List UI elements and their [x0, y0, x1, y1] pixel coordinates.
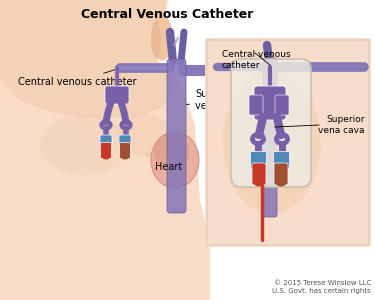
Ellipse shape	[154, 132, 189, 172]
Ellipse shape	[151, 21, 161, 59]
Ellipse shape	[223, 71, 320, 214]
Ellipse shape	[146, 153, 150, 157]
Ellipse shape	[276, 179, 286, 187]
FancyBboxPatch shape	[273, 152, 290, 169]
Text: Central venous
catheter: Central venous catheter	[222, 50, 291, 70]
FancyBboxPatch shape	[231, 59, 311, 187]
Polygon shape	[0, 205, 85, 300]
Ellipse shape	[254, 179, 264, 187]
Polygon shape	[0, 0, 210, 300]
FancyBboxPatch shape	[252, 163, 266, 185]
FancyBboxPatch shape	[251, 152, 267, 169]
FancyBboxPatch shape	[274, 163, 288, 185]
FancyBboxPatch shape	[120, 142, 130, 158]
Text: Central Venous Catheter: Central Venous Catheter	[81, 8, 254, 21]
Polygon shape	[0, 0, 172, 118]
Text: © 2015 Terese Winslow LLC
U.S. Govt. has certain rights: © 2015 Terese Winslow LLC U.S. Govt. has…	[272, 280, 371, 294]
Text: Superior
vena cava: Superior vena cava	[318, 115, 365, 135]
FancyBboxPatch shape	[119, 135, 131, 146]
FancyBboxPatch shape	[254, 86, 286, 120]
FancyBboxPatch shape	[249, 95, 263, 115]
Ellipse shape	[151, 16, 173, 61]
FancyBboxPatch shape	[100, 135, 112, 146]
FancyBboxPatch shape	[275, 95, 289, 115]
Ellipse shape	[102, 154, 110, 160]
Polygon shape	[0, 115, 70, 300]
FancyBboxPatch shape	[167, 59, 186, 213]
Text: Central venous catheter: Central venous catheter	[18, 69, 136, 87]
Ellipse shape	[151, 132, 199, 188]
FancyBboxPatch shape	[105, 86, 129, 104]
Ellipse shape	[40, 115, 130, 175]
Text: Heart: Heart	[155, 162, 182, 172]
FancyBboxPatch shape	[100, 142, 111, 158]
Ellipse shape	[117, 114, 172, 156]
Ellipse shape	[121, 154, 129, 160]
FancyBboxPatch shape	[205, 38, 371, 247]
FancyBboxPatch shape	[263, 58, 277, 217]
Text: Superior
vena cava: Superior vena cava	[186, 89, 245, 111]
FancyBboxPatch shape	[207, 40, 369, 245]
